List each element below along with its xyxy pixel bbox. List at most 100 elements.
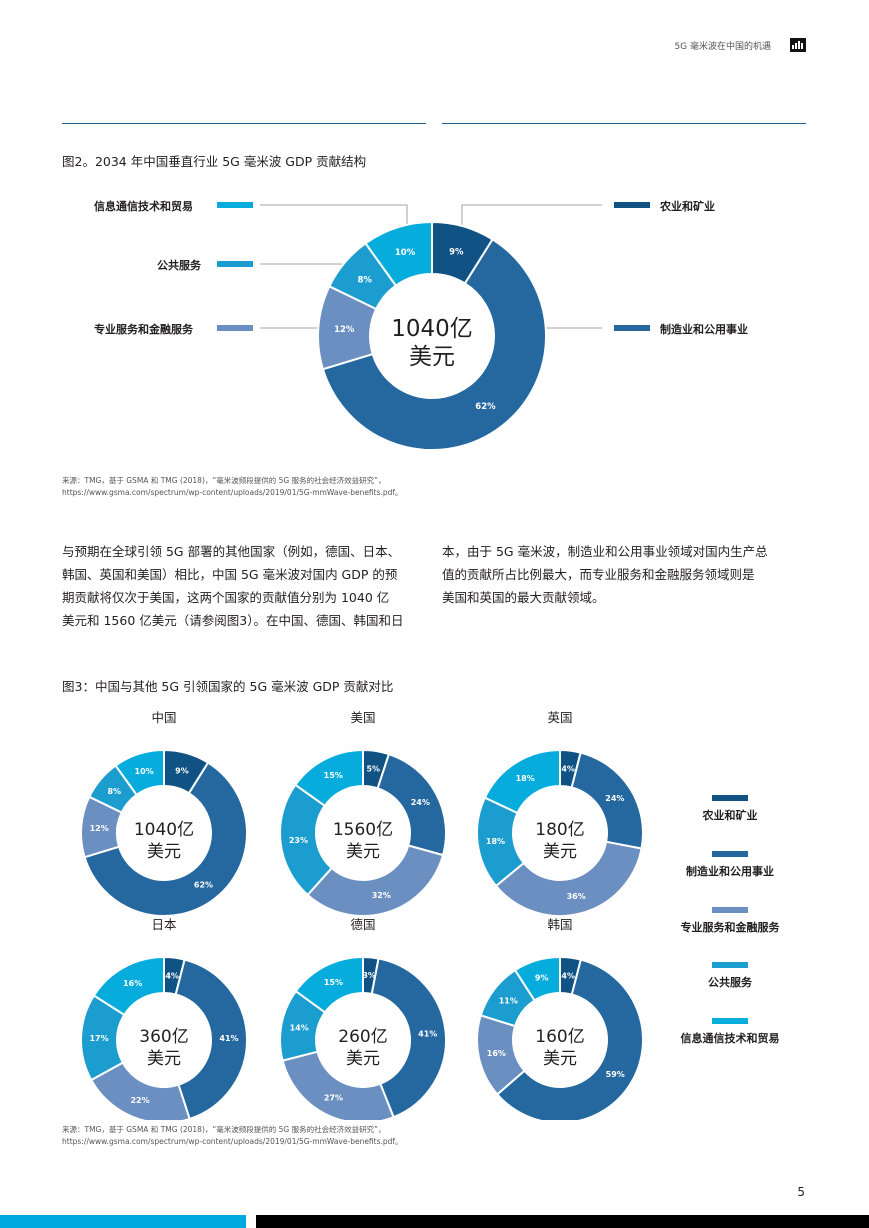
donut-slice-label: 18% <box>486 837 505 846</box>
country-donut-title: 日本 <box>151 917 177 932</box>
figure2-legend-agri: 农业和矿业 <box>660 200 715 213</box>
paragraph-left-line: 美元和 1560 亿美元（请参阅图3）。在中国、德国、韩国和日 <box>62 613 404 628</box>
donut-slice-prof <box>494 840 643 917</box>
donut-slice-label: 23% <box>289 836 308 845</box>
country-donut-title: 韩国 <box>547 917 572 932</box>
donut-slice-label: 24% <box>605 794 624 803</box>
country-donut-center-unit: 美元 <box>147 842 181 862</box>
paragraph-right: 本，由于 5G 毫米波，制造业和公用事业领域对国内生产总 值的贡献所占比例最大，… <box>442 540 812 609</box>
donut-slice-label: 9% <box>535 973 549 982</box>
donut-slice-manu <box>83 761 248 917</box>
donut-slice-ict <box>513 955 561 1002</box>
paragraph-left-line: 与预期在全球引领 5G 部署的其他国家（例如，德国、日本、 <box>62 544 401 559</box>
donut-slice-label: 41% <box>219 1034 238 1043</box>
donut-slice-label: 5% <box>366 765 380 774</box>
country-donut-center-unit: 美元 <box>147 1049 181 1069</box>
donut-slice-ict <box>294 955 364 1014</box>
donut-slice-label: 62% <box>475 402 496 412</box>
donut-slice-label: 24% <box>411 798 430 807</box>
donut-slice-label: 9% <box>175 766 189 775</box>
donut-slice-manu <box>495 958 644 1120</box>
paragraph-right-line: 值的贡献所占比例最大，而专业服务和金融服务领域则是 <box>442 567 755 582</box>
brand-logo-icon <box>790 38 806 52</box>
country-donut-center-unit: 美元 <box>346 1049 380 1069</box>
figure2-legend-manu: 制造业和公用事业 <box>660 323 748 336</box>
donut-slice-label: 16% <box>123 979 142 988</box>
donut-slice-label: 11% <box>499 996 518 1005</box>
figure2-title: 图2。2034 年中国垂直行业 5G 毫米波 GDP 贡献结构 <box>62 154 367 169</box>
donut-slice-label: 59% <box>606 1070 625 1079</box>
figure2-swatch-agri <box>614 202 650 208</box>
country-donut-center-value: 1040亿 <box>134 820 194 840</box>
donut-slice-label: 22% <box>130 1096 149 1105</box>
figure2-chart: 9% 62% 12% 8% 10% 1040亿 美元 <box>260 204 602 451</box>
country-donut-center-unit: 美元 <box>543 842 577 862</box>
donut-slice-manu <box>370 957 447 1119</box>
figure2-legend-ict: 信息通信技术和贸易 <box>94 200 193 213</box>
figure3-legend-item-ict: 信息通信技术和贸易 <box>660 1018 800 1046</box>
donut-slice-label: 16% <box>487 1049 506 1058</box>
donut-slice-label: 3% <box>362 971 376 980</box>
donut-slice-prof <box>306 844 445 917</box>
donut-slice-label: 10% <box>395 248 416 258</box>
figure2-source: 来源：TMG，基于 GSMA 和 TMG (2018)，“毫米波频段提供的 5G… <box>62 475 403 499</box>
donut-slice-prof <box>281 1050 395 1120</box>
figure3-legend-label: 专业服务和金融服务 <box>680 921 780 934</box>
figure2-swatch-prof <box>217 325 253 331</box>
donut-slice-label: 4% <box>165 971 179 980</box>
figure2-source-line1: 来源：TMG，基于 GSMA 和 TMG (2018)，“毫米波频段提供的 5G… <box>62 476 386 485</box>
figure3-legend-label: 信息通信技术和贸易 <box>680 1032 780 1045</box>
donut-slice-manu <box>174 958 248 1120</box>
header-title: 5G 毫米波在中国的机遇 <box>674 42 771 52</box>
country-donut-title: 英国 <box>547 710 572 725</box>
figure2-legend-prof: 专业服务和金融服务 <box>94 323 193 336</box>
figure2-center-line1: 1040亿 <box>391 316 473 342</box>
figure3-title: 图3：中国与其他 5G 引领国家的 5G 毫米波 GDP 贡献对比 <box>62 679 394 694</box>
donut-slice-label: 9% <box>449 247 464 257</box>
donut-slice-label: 41% <box>418 1030 437 1039</box>
donut-slice-ict <box>92 955 165 1017</box>
donut-slice-label: 14% <box>290 1024 309 1033</box>
donut-slice-ict <box>364 220 433 288</box>
country-donut-title: 德国 <box>350 917 375 932</box>
figure3-legend-item-agri: 农业和矿业 <box>660 795 800 823</box>
donut-slice-label: 12% <box>90 824 109 833</box>
figure3-legend-item-public: 公共服务 <box>660 962 800 990</box>
figure3-swatch-ict <box>712 1018 748 1024</box>
figure2-source-line2: https://www.gsma.com/spectrum/wp-content… <box>62 488 403 497</box>
donut-slice-label: 10% <box>135 767 154 776</box>
page-number: 5 <box>797 1185 805 1199</box>
donut-slice-label: 27% <box>324 1094 343 1103</box>
donut-slice-ict <box>114 748 165 797</box>
figure3-swatch-manu <box>712 851 748 857</box>
donut-slice-label: 12% <box>334 325 355 335</box>
figure3-legend-label: 公共服务 <box>708 976 752 989</box>
figure2-legend-public: 公共服务 <box>157 259 201 272</box>
country-donut-center-value: 360亿 <box>139 1027 188 1047</box>
section-rule-left <box>62 123 426 124</box>
figure3-swatch-prof <box>712 907 748 913</box>
donut-slice-label: 4% <box>561 971 575 980</box>
donut-slice-label: 8% <box>357 275 372 285</box>
footer-bar-accent <box>0 1215 246 1228</box>
donut-slice-label: 15% <box>324 771 343 780</box>
figure3-legend-label: 农业和矿业 <box>702 809 758 822</box>
paragraph-right-line: 美国和英国的最大贡献领域。 <box>442 590 605 605</box>
figure3-swatch-agri <box>712 795 748 801</box>
figure2-swatch-ict <box>217 202 253 208</box>
paragraph-left-line: 期贡献将仅次于美国，这两个国家的贡献值分别为 1040 亿 <box>62 590 390 605</box>
figure3-legend-item-prof: 专业服务和金融服务 <box>660 907 800 935</box>
donut-slice-label: 15% <box>324 978 343 987</box>
donut-slice-label: 4% <box>561 764 575 773</box>
donut-slice-label: 62% <box>194 880 213 889</box>
figure2-swatch-manu <box>614 325 650 331</box>
section-rule-right <box>442 123 806 124</box>
donut-slice-label: 32% <box>372 891 391 900</box>
donut-slice-ict <box>483 748 561 815</box>
figure3-legend-label: 制造业和公用事业 <box>686 865 774 878</box>
